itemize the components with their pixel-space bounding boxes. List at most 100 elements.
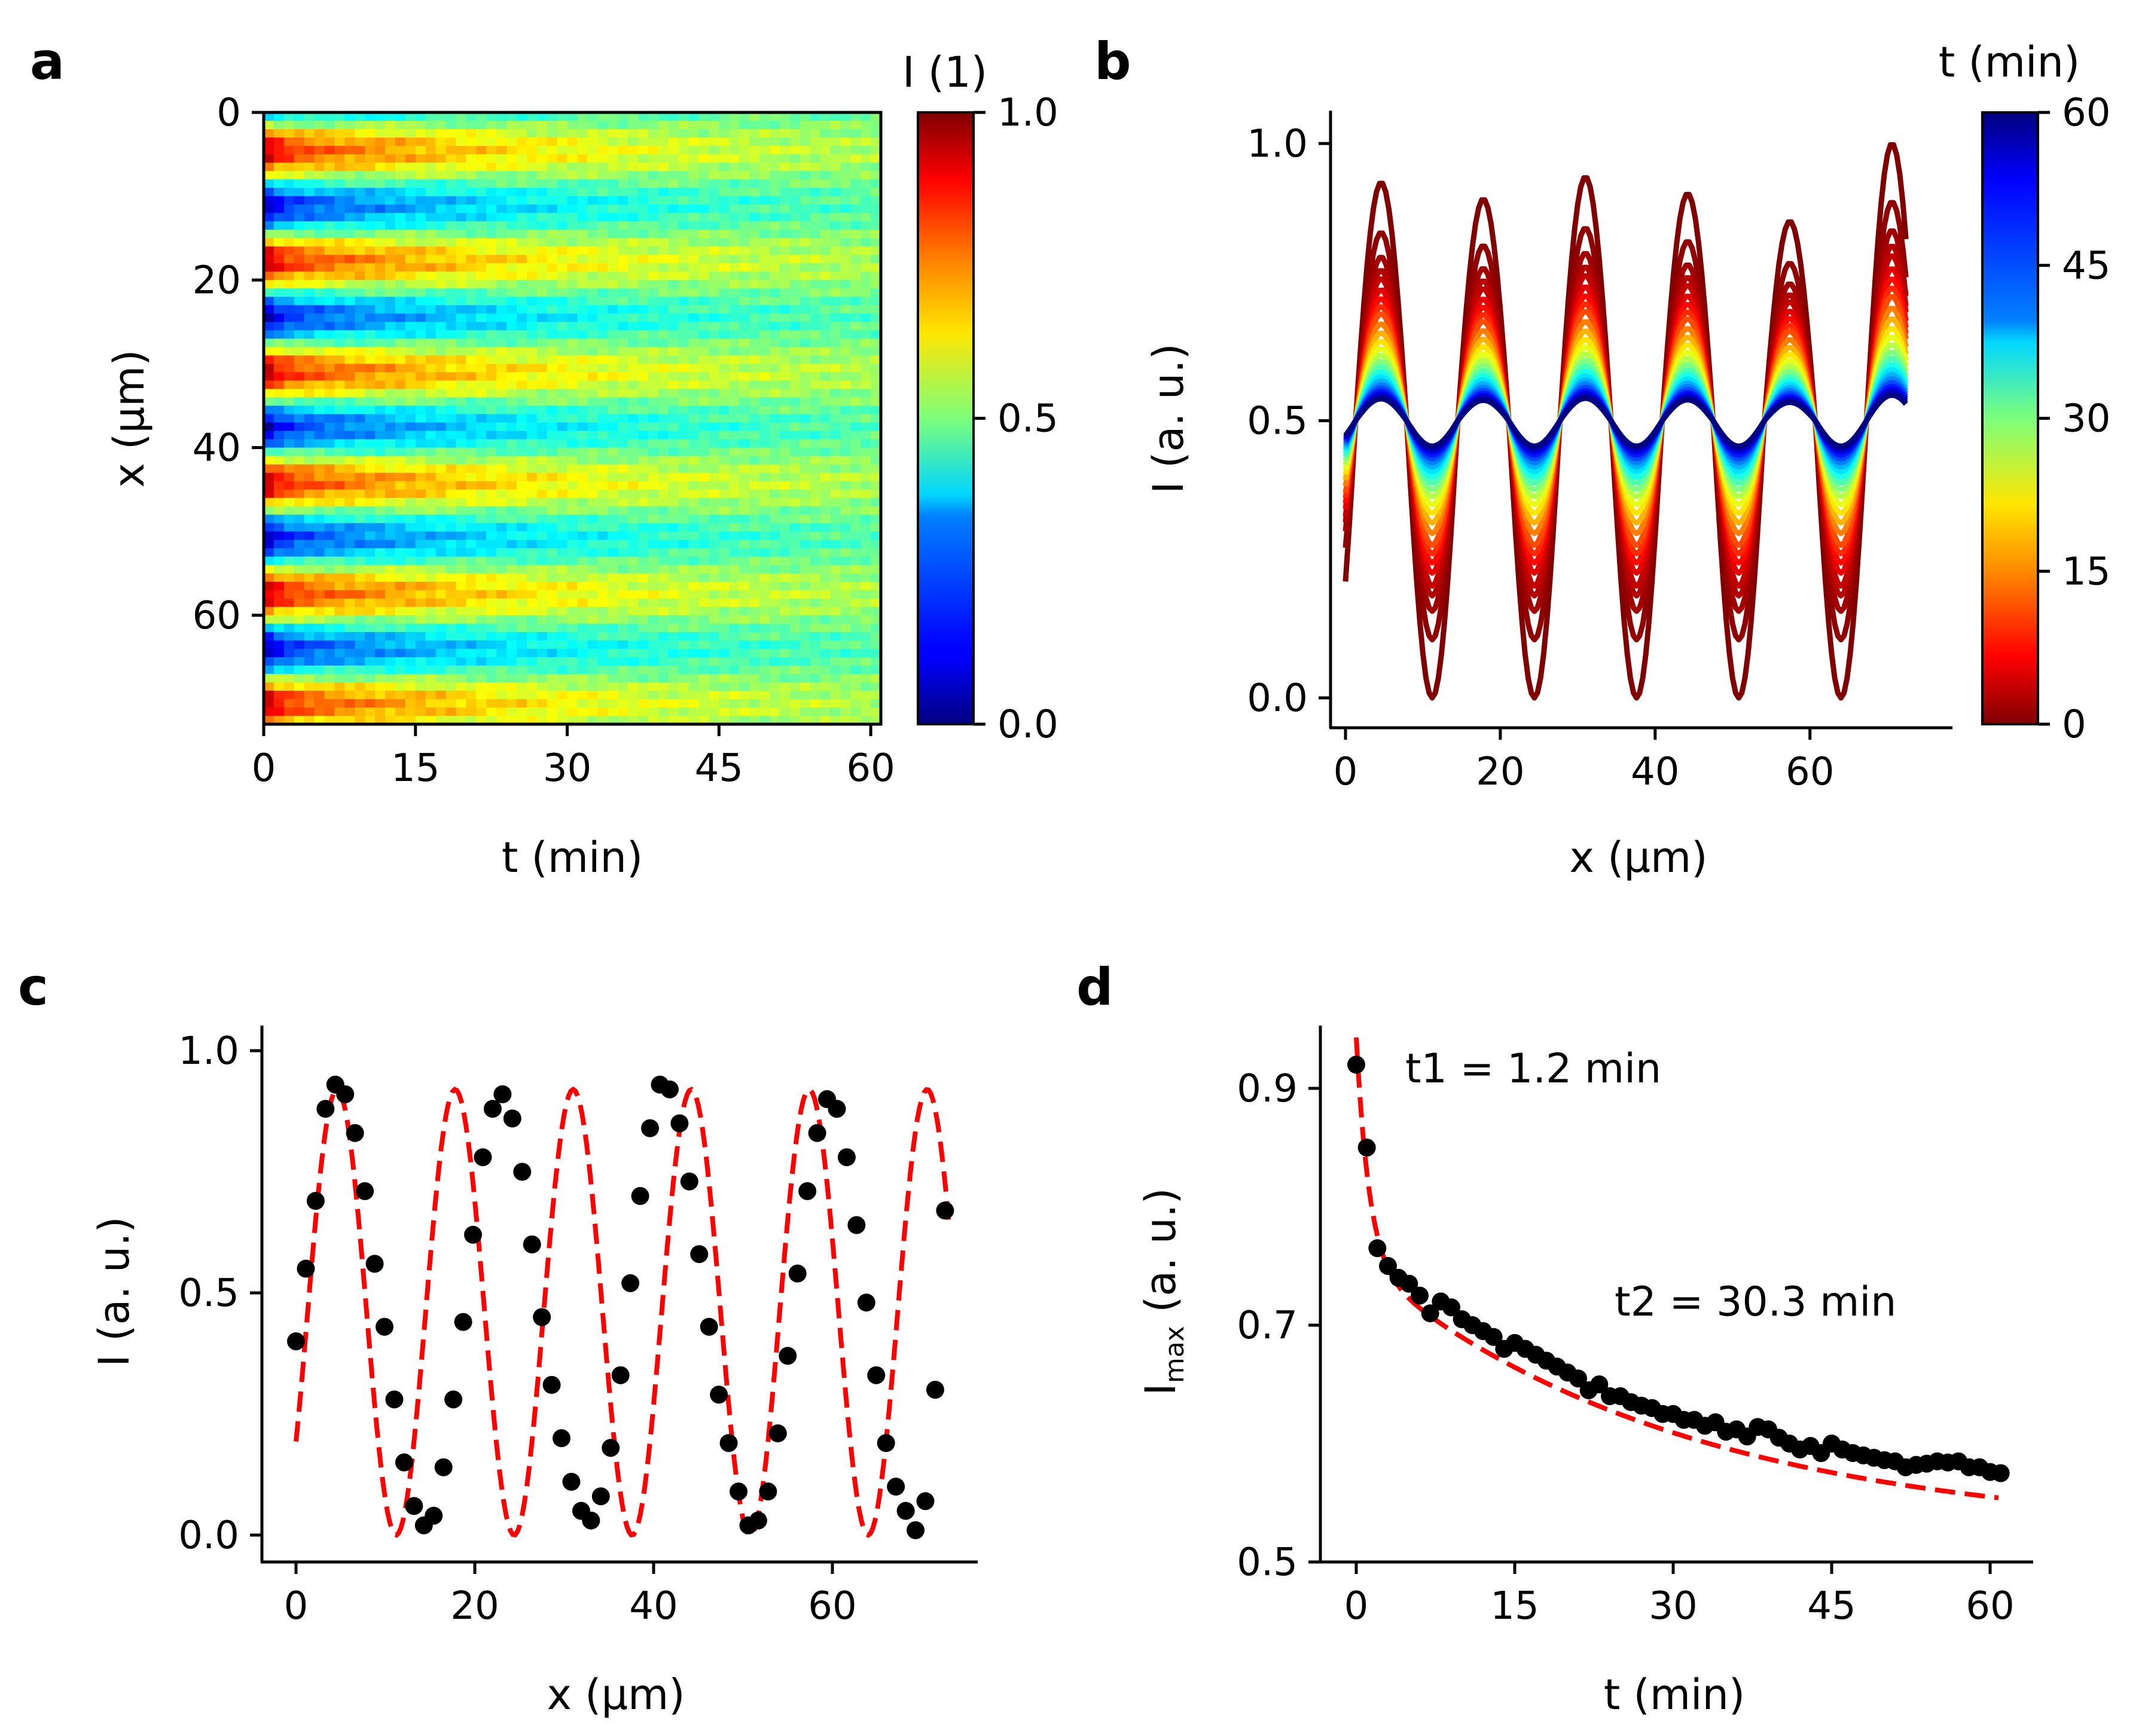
heatmap-cell (820, 372, 831, 382)
heatmap-cell (709, 464, 719, 474)
panel-b-lines: 0 20 40 60 0.00.51.0 x (µm) I (a. u.) 01530… (1144, 38, 2110, 882)
heatmap-cell (486, 138, 497, 147)
heatmap-cell (729, 271, 740, 280)
heatmap-cell (273, 380, 285, 390)
heatmap-frame (262, 111, 883, 726)
heatmap-cell (871, 439, 881, 449)
heatmap-cell (476, 179, 487, 188)
colorbar-b (1981, 111, 2039, 725)
heatmap-cell (264, 255, 274, 264)
heatmap-cell (476, 673, 487, 683)
heatmap-cell (344, 263, 355, 272)
heatmap-cell (405, 581, 416, 591)
heatmap-cell (273, 179, 285, 188)
heatmap-cell (425, 673, 437, 683)
heatmap-cell (547, 221, 558, 230)
heatmap-cell (871, 347, 881, 356)
heatmap-cell (587, 171, 598, 180)
heatmap-cell (496, 171, 507, 180)
heatmap-cell (466, 238, 477, 247)
heatmap-cell (861, 673, 871, 683)
heatmap-cell (435, 631, 447, 641)
heatmap-cell (779, 673, 791, 683)
heatmap-cell (557, 255, 568, 264)
heatmap-cell (789, 565, 801, 574)
heatmap-cell (850, 380, 861, 390)
profile-line-t0 (1342, 142, 1909, 701)
heatmap-cell (840, 657, 851, 666)
heatmap-cell (496, 238, 507, 247)
heatmap-cell (547, 205, 558, 213)
heatmap-cell (658, 121, 669, 130)
heatmap-cell (536, 698, 548, 708)
heatmap-cell (628, 246, 639, 255)
heatmap-cell (608, 539, 618, 549)
heatmap-cell (698, 271, 709, 280)
heatmap-cell (264, 422, 274, 432)
heatmap-cell (486, 163, 497, 172)
heatmap-cell (688, 154, 700, 163)
heatmap-cell (739, 138, 750, 147)
heatmap-cell (496, 121, 507, 130)
heatmap-cell (698, 205, 709, 213)
heatmap-cell (840, 565, 851, 574)
heatmap-cell (334, 288, 345, 297)
heatmap-cell (567, 556, 578, 566)
heatmap-cell (618, 565, 628, 574)
heatmap-cell (435, 657, 447, 666)
heatmap-cell (415, 698, 426, 708)
heatmap-cell (496, 163, 507, 172)
heatmap-cell (314, 514, 325, 524)
heatmap-cell (567, 523, 578, 532)
heatmap-cell (637, 372, 649, 382)
heatmap-cell (425, 179, 437, 188)
heatmap-cell (597, 657, 608, 666)
heatmap-cell (365, 380, 376, 390)
heatmap-cell (840, 338, 851, 347)
heatmap-cell (405, 397, 416, 407)
heatmap-cell (547, 556, 558, 566)
heatmap-cell (729, 715, 740, 725)
heatmap-cell (800, 657, 811, 666)
heatmap-cell (415, 715, 426, 725)
heatmap-cell (466, 313, 477, 322)
heatmap-cell (395, 590, 406, 599)
heatmap-cell (375, 523, 386, 532)
heatmap-cell (810, 263, 821, 272)
heatmap-cell (759, 322, 770, 331)
heatmap-cell (466, 271, 477, 280)
heatmap-cell (668, 489, 679, 499)
heatmap-cell (405, 698, 416, 708)
heatmap-cell (547, 523, 558, 532)
heatmap-cell (516, 489, 527, 499)
heatmap-cell (648, 506, 659, 515)
heatmap-cell (789, 112, 801, 121)
heatmap-cell (678, 523, 689, 532)
heatmap-cell (324, 271, 335, 280)
heatmap-cell (800, 472, 811, 482)
heatmap-cell (698, 138, 709, 147)
heatmap-cell (800, 380, 811, 390)
heatmap-cell (344, 573, 355, 582)
heatmap-cell (840, 255, 851, 264)
heatmap-cell (759, 648, 770, 658)
heatmap-cell (496, 665, 507, 675)
heatmap-cell (273, 498, 285, 507)
heatmap-cell (557, 163, 568, 172)
heatmap-cell (739, 556, 750, 566)
heatmap-cell (628, 539, 639, 549)
heatmap-cell (516, 514, 527, 524)
heatmap-cell (446, 665, 457, 675)
heatmap-cell (476, 640, 487, 649)
heatmap-cell (324, 640, 335, 649)
heatmap-cell (314, 129, 325, 138)
heatmap-cell (871, 297, 881, 306)
heatmap-cell (678, 690, 689, 700)
heatmap-cell (395, 330, 406, 339)
heatmap-cell (567, 414, 578, 423)
heatmap-cell (769, 380, 780, 390)
heatmap-cell (779, 715, 791, 725)
heatmap-cell (789, 531, 801, 541)
heatmap-cell (628, 606, 639, 616)
heatmap-cell (861, 163, 871, 172)
